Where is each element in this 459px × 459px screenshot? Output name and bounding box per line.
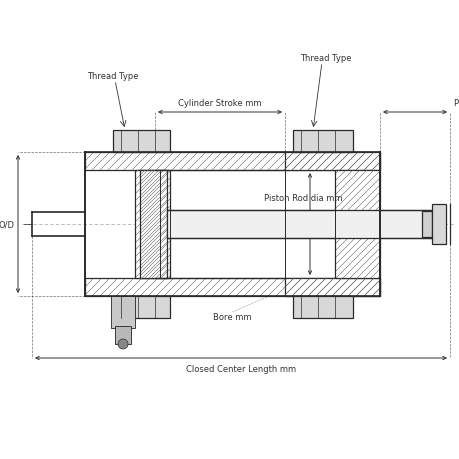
Text: Cylinder Stroke mm: Cylinder Stroke mm [178,99,261,108]
Text: Closed Center Length mm: Closed Center Length mm [185,364,296,373]
Bar [111,297,134,328]
Bar [115,326,131,344]
Bar [285,153,379,171]
Bar [167,211,431,239]
Text: Piston Rod Exposed Length mm: Piston Rod Exposed Length mm [453,99,459,108]
Text: O/D: O/D [0,220,15,229]
Bar [113,131,170,153]
Bar [134,171,160,279]
Bar [140,171,167,279]
Bar [431,205,445,245]
Bar [421,212,431,237]
Bar [85,279,379,297]
Text: Thread Type: Thread Type [299,54,351,63]
Bar [160,171,170,279]
Circle shape [118,339,128,349]
Text: Thread Type: Thread Type [87,72,138,81]
Bar [113,297,170,318]
Bar [292,131,352,153]
Bar [292,297,352,318]
Text: Piston Rod dia mm: Piston Rod dia mm [263,194,342,202]
Bar [285,279,379,297]
Bar [85,153,379,171]
Bar [334,171,379,279]
Text: Bore mm: Bore mm [213,312,251,321]
